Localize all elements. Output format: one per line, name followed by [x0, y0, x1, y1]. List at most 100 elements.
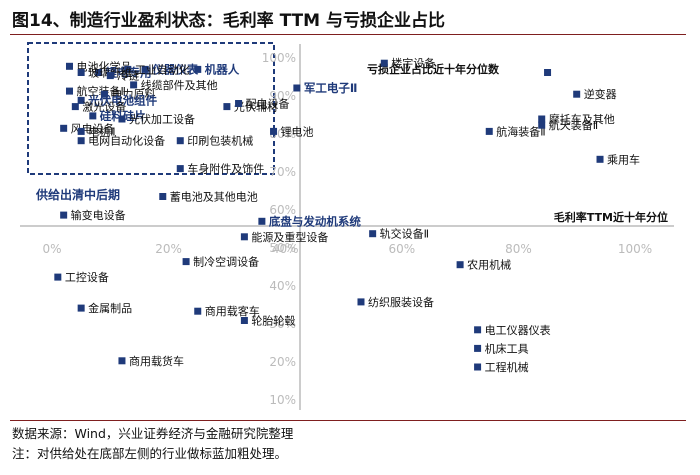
- point-marker: [54, 273, 62, 281]
- point-marker: [194, 65, 202, 73]
- point-marker: [538, 121, 546, 129]
- point-marker: [270, 127, 278, 135]
- point-label: 光伏电池组件: [87, 93, 157, 107]
- point-label: 电网自动化设备: [88, 134, 165, 148]
- point-marker: [544, 69, 552, 76]
- point-label: 轨交设备Ⅱ: [380, 227, 429, 241]
- point-label: 航海装备Ⅱ: [496, 124, 545, 138]
- point-label: 底盘与发动机系统: [269, 214, 361, 228]
- point-marker: [223, 103, 231, 111]
- x-tick-label: 60%: [388, 242, 415, 256]
- point-marker: [240, 233, 248, 241]
- point-label: 仪器仪表: [151, 62, 198, 76]
- x-tick-label: 40%: [272, 242, 299, 256]
- point-label: 能源及重型设备: [251, 230, 328, 244]
- highlight-region-box: [27, 42, 275, 175]
- point-marker: [485, 127, 493, 135]
- point-label: 商用载货车: [129, 354, 184, 368]
- y-tick-label: 50%: [269, 241, 296, 255]
- point-marker: [194, 307, 202, 315]
- title-rule: [10, 34, 686, 35]
- point-label: 摩托车及其他: [549, 112, 615, 126]
- point-label: 印刷包装机械: [187, 134, 253, 148]
- y-axis-title: 亏损企业占比近十年分位数: [367, 62, 500, 76]
- point-marker: [159, 193, 167, 200]
- y-tick-label: 100%: [262, 51, 296, 65]
- point-label: 逆变器: [584, 87, 617, 101]
- point-marker: [118, 357, 126, 365]
- point-marker: [357, 298, 365, 306]
- point-marker: [258, 217, 266, 225]
- point-label: 军工电子Ⅱ: [304, 81, 358, 95]
- point-label: 工控设备: [65, 270, 109, 284]
- point-marker: [77, 137, 85, 145]
- point-marker: [60, 124, 68, 132]
- point-marker: [235, 100, 243, 107]
- point-label: 蓄电池及其他电池: [170, 191, 258, 204]
- point-label: 锂电池: [281, 124, 314, 138]
- point-label: 乘用车: [607, 152, 640, 166]
- point-label: 输变电设备: [71, 208, 126, 222]
- y-tick-label: 70%: [269, 165, 296, 179]
- y-tick-label: 40%: [269, 279, 296, 293]
- point-label: 工程机械: [485, 360, 529, 374]
- point-label: 冷链: [117, 69, 139, 83]
- point-marker: [474, 363, 482, 371]
- point-label: 配电设备: [246, 97, 290, 111]
- point-marker: [106, 72, 114, 80]
- point-marker: [456, 261, 464, 269]
- point-marker: [118, 115, 126, 123]
- figure-title: 图14、制造行业盈利状态：毛利率 TTM 与亏损企业占比: [12, 11, 445, 31]
- point-label: 机床工具: [485, 341, 529, 355]
- x-axis-title: 毛利率TTM近十年分位: [554, 210, 668, 224]
- point-marker: [176, 137, 184, 145]
- x-tick-label: 0%: [42, 242, 61, 256]
- x-tick-label: 80%: [505, 242, 532, 256]
- point-label: 纺织服装设备: [368, 295, 434, 309]
- point-marker: [65, 87, 73, 95]
- point-marker: [176, 165, 184, 173]
- point-marker: [95, 69, 103, 76]
- x-tick-label: 20%: [155, 242, 182, 256]
- point-marker: [182, 258, 190, 266]
- point-marker: [240, 317, 248, 324]
- point-marker: [130, 81, 138, 89]
- point-marker: [65, 62, 73, 70]
- point-marker: [596, 155, 604, 163]
- point-label: 工业自动化: [135, 62, 190, 76]
- point-marker: [474, 326, 482, 334]
- footnote: 注：对供给处在底部左侧的行业做标蓝加粗处理。: [12, 446, 288, 461]
- point-marker: [474, 344, 482, 352]
- point-marker: [293, 84, 301, 92]
- point-label: 线缆部件及其他: [141, 78, 218, 92]
- point-label: 机器人: [205, 62, 240, 76]
- point-marker: [60, 211, 68, 219]
- point-marker: [77, 69, 85, 76]
- point-marker: [369, 230, 377, 238]
- y-tick-label: 90%: [269, 89, 296, 103]
- footer-rule: [10, 420, 686, 421]
- point-label: 轮胎轮毂: [251, 314, 295, 328]
- point-label: 车身附件及饰件: [187, 162, 264, 176]
- point-label: 楼宇设备: [391, 56, 435, 70]
- figure-notes: 数据来源：Wind，兴业证券经济与金融研究院整理 注：对供给处在底部左侧的行业做…: [12, 424, 293, 464]
- point-marker: [573, 90, 581, 98]
- point-label: 电工仪器仪表: [485, 323, 551, 337]
- point-label: 电池化学品: [76, 59, 131, 73]
- point-marker: [77, 96, 85, 104]
- source-note: 数据来源：Wind，兴业证券经济与金融研究院整理: [12, 426, 294, 441]
- point-label: 激光设备: [82, 100, 126, 114]
- y-tick-label: 20%: [269, 355, 296, 369]
- point-label: 金属制品: [88, 301, 132, 315]
- point-marker: [89, 112, 97, 120]
- point-marker: [100, 90, 108, 98]
- y-tick-label: 10%: [269, 393, 296, 407]
- point-marker: [71, 103, 79, 111]
- point-label: 电机Ⅱ: [88, 124, 115, 138]
- y-tick-label: 30%: [269, 317, 296, 331]
- highlight-region-label: 供给出清中后期: [35, 187, 120, 202]
- point-label: 制冷空调设备: [193, 255, 259, 269]
- point-label: 光伏加工设备: [129, 112, 195, 126]
